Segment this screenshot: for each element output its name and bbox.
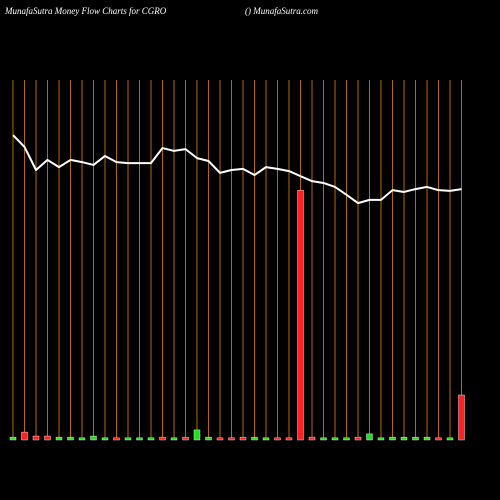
bar bbox=[228, 437, 235, 441]
bar bbox=[193, 429, 201, 441]
bar bbox=[435, 437, 442, 441]
bar bbox=[389, 436, 396, 441]
bar bbox=[239, 436, 247, 441]
bar bbox=[446, 437, 454, 441]
bar bbox=[297, 189, 304, 441]
line bbox=[12, 134, 462, 205]
bar bbox=[423, 436, 431, 441]
bar bbox=[308, 436, 316, 441]
bar bbox=[21, 431, 28, 441]
bar bbox=[458, 394, 465, 441]
chart-title: MunafaSutra Money Flow Charts for CGRO bbox=[4, 6, 167, 16]
bar bbox=[124, 437, 132, 441]
bar bbox=[113, 437, 120, 441]
bar bbox=[262, 437, 270, 441]
bar bbox=[182, 436, 189, 441]
bar bbox=[170, 437, 178, 441]
bar bbox=[9, 436, 17, 441]
bar bbox=[44, 435, 51, 441]
chart-subtitle: () MunafaSutra.com bbox=[245, 6, 318, 16]
bar bbox=[412, 436, 419, 441]
bar bbox=[343, 437, 350, 441]
bar bbox=[320, 437, 327, 441]
bar bbox=[331, 437, 339, 441]
bar bbox=[274, 437, 281, 441]
bar bbox=[32, 435, 40, 441]
bar bbox=[55, 436, 63, 441]
bar bbox=[205, 436, 212, 441]
bar bbox=[136, 437, 143, 441]
bar bbox=[67, 436, 74, 441]
bar bbox=[354, 436, 362, 441]
bar bbox=[101, 437, 109, 441]
bar bbox=[147, 437, 155, 441]
bar bbox=[90, 435, 97, 441]
bar bbox=[377, 437, 385, 441]
bar bbox=[78, 437, 86, 441]
bar bbox=[251, 436, 258, 441]
bar bbox=[400, 436, 408, 441]
bar bbox=[216, 437, 224, 441]
bar bbox=[285, 437, 293, 441]
bar bbox=[366, 433, 373, 441]
bar bbox=[159, 436, 166, 441]
